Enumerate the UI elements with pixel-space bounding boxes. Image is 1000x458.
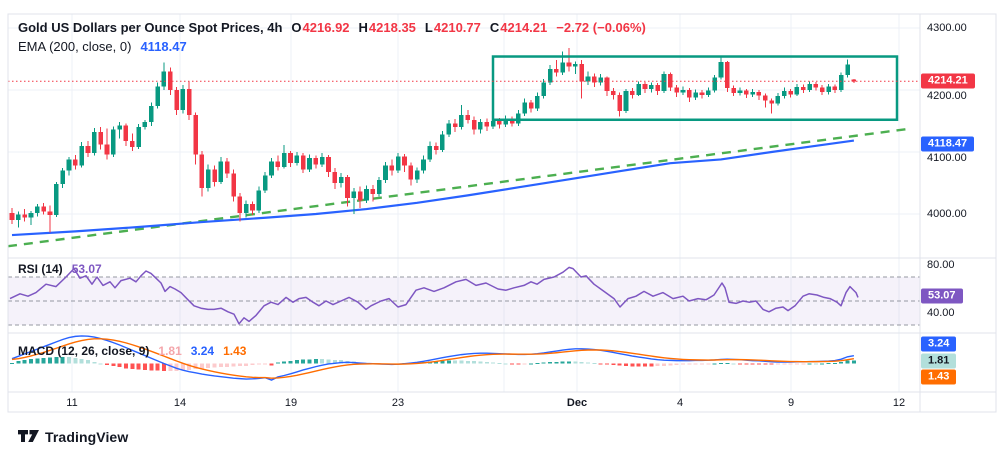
ema-legend-row[interactable]: EMA (200, close, 0) 4118.47 (18, 37, 646, 56)
tradingview-logo-icon (18, 430, 39, 442)
rsi-axis-label: 40.00 (927, 307, 955, 319)
time-axis-label: 14 (173, 397, 187, 409)
main-pane-legend: Gold US Dollars per Ounce Spot Prices, 4… (18, 18, 646, 56)
time-axis-label: Dec (566, 397, 588, 409)
trendline[interactable] (7, 127, 913, 248)
ohlc-close: C 4214.21 (489, 20, 548, 35)
candles-layer (9, 47, 857, 233)
axis-price-badge: 1.81 (921, 353, 957, 369)
time-axis-label: 12 (892, 397, 906, 409)
pane-separators (7, 13, 997, 413)
ohlc-high: H 4218.35 (358, 20, 416, 35)
macd-legend-row[interactable]: MACD (12, 26, close, 9) 1.81 3.24 1.43 (18, 344, 246, 358)
rsi-value: 53.07 (71, 262, 102, 276)
ema-value: 4118.47 (140, 39, 187, 54)
time-axis-label: 4 (676, 397, 684, 409)
gridlines (8, 14, 920, 392)
ema200-line[interactable] (11, 139, 855, 237)
rsi-line (9, 266, 859, 325)
time-axis-label: 23 (391, 397, 405, 409)
tradingview-logo-text: TradingView (45, 429, 129, 445)
tradingview-logo[interactable]: TradingView (18, 429, 128, 445)
axis-price-badge: 3.24 (921, 336, 957, 352)
ohlc-open: O 4216.92 (291, 20, 350, 35)
macd-title: MACD (12, 26, close, 9) (18, 344, 150, 358)
rsi-title: RSI (14) (18, 262, 63, 276)
axis-price-badge: 4118.47 (921, 136, 975, 152)
macd-line-value: 3.24 (190, 344, 215, 358)
symbol-title: Gold US Dollars per Ounce Spot Prices, 4… (18, 20, 283, 35)
rsi-axis-label: 80.00 (927, 259, 955, 271)
price-axis-label: 4300.00 (927, 22, 967, 34)
price-axis-label: 4000.00 (927, 208, 967, 220)
time-axis-label: 9 (787, 397, 795, 409)
rsi-legend-row[interactable]: RSI (14) 53.07 (18, 262, 102, 276)
macd-hist-value: 1.81 (158, 344, 182, 358)
change-value: −2.72 (−0.06%) (556, 20, 646, 35)
axis-price-badge: 4214.21 (921, 73, 975, 89)
macd-signal-value: 1.43 (223, 344, 247, 358)
price-axis-label: 4200.00 (927, 90, 967, 102)
symbol-legend-row[interactable]: Gold US Dollars per Ounce Spot Prices, 4… (18, 18, 646, 37)
ohlc-low: L 4210.77 (424, 20, 481, 35)
axis-price-badge: 1.43 (921, 369, 957, 385)
consolidation-box[interactable] (491, 55, 899, 122)
price-axis-label: 4100.00 (927, 152, 967, 164)
macd-signal-line (11, 338, 854, 379)
ema-label: EMA (200, close, 0) (18, 39, 132, 54)
time-axis-label: 19 (284, 397, 298, 409)
time-axis-label: 11 (66, 397, 78, 409)
axis-price-badge: 53.07 (921, 288, 963, 304)
